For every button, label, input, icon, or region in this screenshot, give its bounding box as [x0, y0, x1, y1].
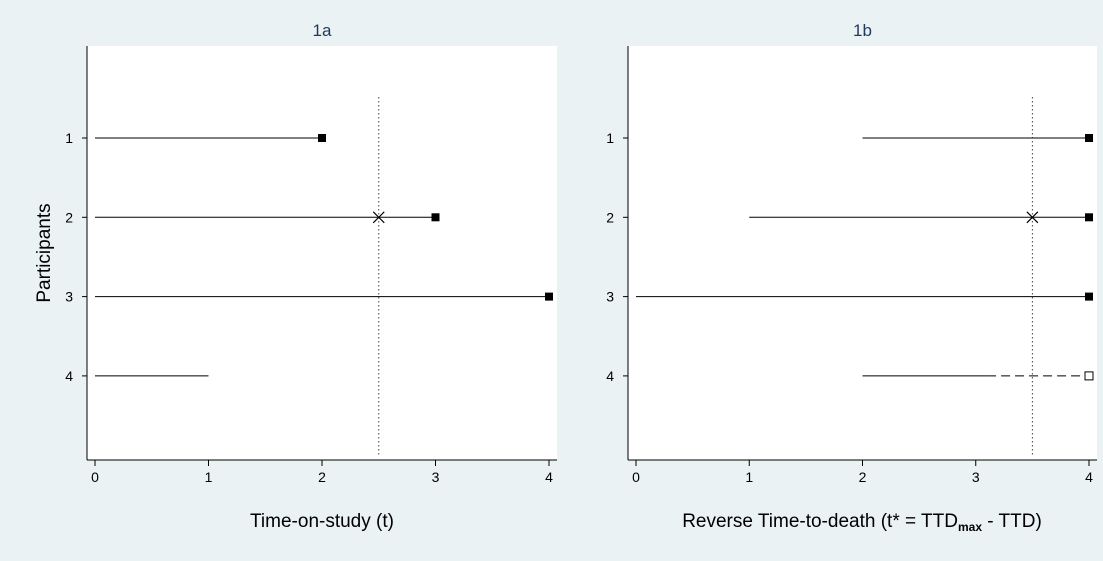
y-tick-label: 3 — [606, 289, 614, 305]
x-tick-label: 2 — [859, 469, 867, 485]
y-tick-label: 4 — [606, 368, 614, 384]
x-tick-label: 3 — [972, 469, 980, 485]
death-marker — [1085, 213, 1093, 222]
panel-1a: 1a 0 1 2 3 4 1 2 3 4 Time-on-study (t) Participants — [34, 21, 557, 532]
death-marker — [1085, 292, 1093, 301]
y-tick-label: 1 — [606, 130, 614, 146]
x-tick-label: 0 — [91, 469, 99, 485]
panel-title: 1a — [313, 21, 332, 40]
participant-3-series — [95, 292, 553, 301]
y-tick-label: 2 — [606, 209, 614, 225]
x-tick-label: 3 — [432, 469, 440, 485]
x-tick-label: 4 — [1085, 469, 1093, 485]
participant-4-series — [862, 371, 1094, 381]
participant-1-series — [95, 134, 326, 142]
y-axis-label: Participants — [34, 203, 55, 302]
cross-marker — [372, 211, 385, 224]
cross-marker — [1026, 211, 1039, 224]
participant-3-series — [636, 292, 1093, 301]
panel-title: 1b — [853, 21, 872, 40]
x-tick-label: 1 — [205, 469, 213, 485]
death-marker — [1085, 134, 1093, 142]
x-axis-label-tail: - TTD) — [982, 511, 1042, 532]
plot-area — [628, 46, 1097, 460]
x-tick-label: 1 — [745, 469, 753, 485]
plot-area — [87, 46, 557, 460]
participant-2-series — [95, 211, 440, 224]
x-tick-label: 0 — [632, 469, 640, 485]
y-tick-label: 2 — [65, 209, 73, 225]
y-tick-label: 1 — [65, 130, 73, 146]
participant-1-series — [862, 134, 1093, 142]
death-marker — [431, 213, 440, 222]
y-tick-label: 3 — [65, 289, 73, 305]
x-axis-label-main: Reverse Time-to-death (t* = TTD — [682, 511, 958, 532]
x-tick-label: 2 — [318, 469, 326, 485]
x-axis-label-subscript: max — [958, 520, 982, 534]
participant-2-series — [749, 211, 1093, 224]
x-tick-label: 4 — [545, 469, 553, 485]
x-axis-label: Reverse Time-to-death (t* = TTDmax - TTD… — [682, 511, 1042, 534]
y-tick-label: 4 — [65, 368, 73, 384]
x-axis-label: Time-on-study (t) — [250, 511, 394, 532]
open-marker — [1084, 371, 1094, 381]
death-marker — [318, 134, 326, 142]
death-marker — [545, 292, 553, 301]
panel-1b: 1b 0 1 2 3 4 1 2 3 4 Reverse Time-to-death (t* = T… — [606, 21, 1097, 534]
